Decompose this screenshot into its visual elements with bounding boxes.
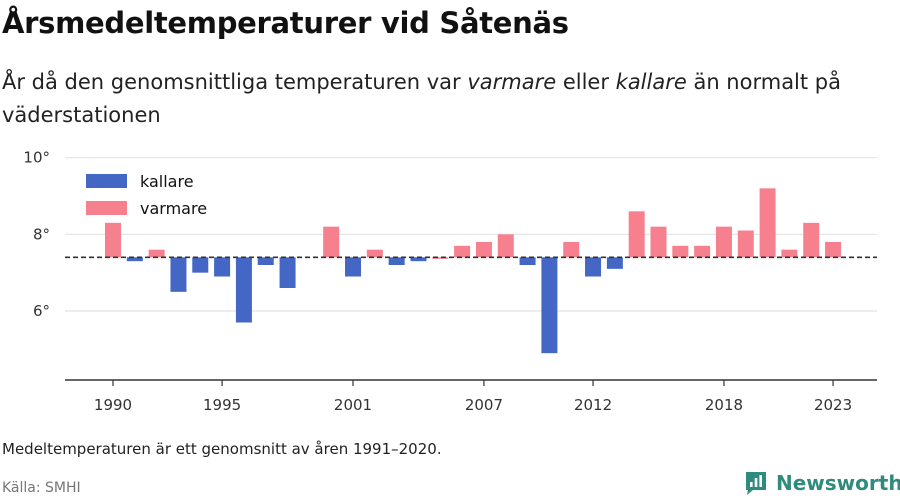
bar-kallare bbox=[519, 257, 536, 265]
bar-kallare bbox=[235, 257, 252, 323]
bar-varmare bbox=[454, 245, 471, 258]
legend-label-kallare: kallare bbox=[140, 172, 194, 191]
x-tick-label: 2007 bbox=[465, 396, 503, 414]
x-tick-label: 2012 bbox=[574, 396, 612, 414]
y-tick-label: 8° bbox=[33, 225, 50, 243]
newsworthy-logo: Newsworthy bbox=[744, 470, 900, 496]
bar-varmare bbox=[825, 242, 842, 258]
bar-varmare bbox=[432, 257, 449, 259]
y-tick-label: 10° bbox=[23, 150, 50, 167]
bar-varmare bbox=[323, 226, 340, 258]
chart-title: Årsmedeltemperaturer vid Såtenäs bbox=[2, 6, 569, 40]
bar-varmare bbox=[803, 222, 820, 258]
newsworthy-logo-icon bbox=[746, 472, 766, 495]
x-tick-label: 1995 bbox=[203, 396, 241, 414]
subtitle-part1: År då den genomsnittliga temperaturen va… bbox=[2, 70, 468, 94]
newsworthy-brand-name: Newsworthy bbox=[776, 471, 900, 495]
bar-kallare bbox=[410, 257, 427, 262]
bar-kallare bbox=[606, 257, 623, 269]
bar-varmare bbox=[366, 249, 383, 258]
bar-varmare bbox=[628, 211, 645, 258]
bar-kallare bbox=[388, 257, 405, 265]
y-tick-label: 6° bbox=[33, 302, 50, 320]
bar-varmare bbox=[694, 245, 711, 258]
bar-varmare bbox=[781, 249, 798, 258]
bar-varmare bbox=[737, 230, 754, 258]
bar-kallare bbox=[170, 257, 187, 292]
footnote: Medeltemperaturen är ett genomsnitt av å… bbox=[2, 440, 442, 458]
x-tick-label: 2018 bbox=[705, 396, 743, 414]
bar-varmare bbox=[475, 242, 492, 258]
bar-kallare bbox=[192, 257, 209, 273]
bar-kallare bbox=[214, 257, 231, 277]
bar-kallare bbox=[126, 257, 143, 262]
subtitle-warm-word: varmare bbox=[467, 70, 557, 94]
legend-swatch-kallare bbox=[86, 174, 127, 188]
bar-varmare bbox=[715, 226, 732, 258]
chart-subtitle: År då den genomsnittliga temperaturen va… bbox=[2, 66, 892, 132]
x-tick-label: 2001 bbox=[334, 396, 372, 414]
x-tick-label: 1990 bbox=[94, 396, 132, 414]
bar-kallare bbox=[279, 257, 296, 288]
bar-varmare bbox=[650, 226, 667, 258]
legend-label-varmare: varmare bbox=[140, 199, 207, 218]
subtitle-cold-word: kallare bbox=[615, 70, 687, 94]
bar-varmare bbox=[148, 249, 165, 258]
bar-varmare bbox=[759, 188, 776, 258]
bar-varmare bbox=[563, 242, 580, 258]
bar-kallare bbox=[345, 257, 362, 277]
subtitle-part2: eller bbox=[556, 70, 616, 94]
bar-kallare bbox=[541, 257, 558, 354]
x-tick-label: 2023 bbox=[814, 396, 852, 414]
bar-varmare bbox=[497, 234, 514, 258]
bar-kallare bbox=[585, 257, 602, 277]
temperature-bar-chart: 6° 8° 10° 1990 1995 2001 2007 2012 2018 2023 kalla… bbox=[23, 150, 877, 414]
bar-varmare bbox=[105, 222, 121, 258]
bar-varmare bbox=[672, 245, 689, 258]
subtitle-part3: än normalt på väderstationen bbox=[2, 70, 841, 127]
legend-swatch-varmare bbox=[86, 201, 127, 215]
bar-kallare bbox=[257, 257, 274, 265]
source-text: Källa: SMHI bbox=[2, 480, 81, 496]
